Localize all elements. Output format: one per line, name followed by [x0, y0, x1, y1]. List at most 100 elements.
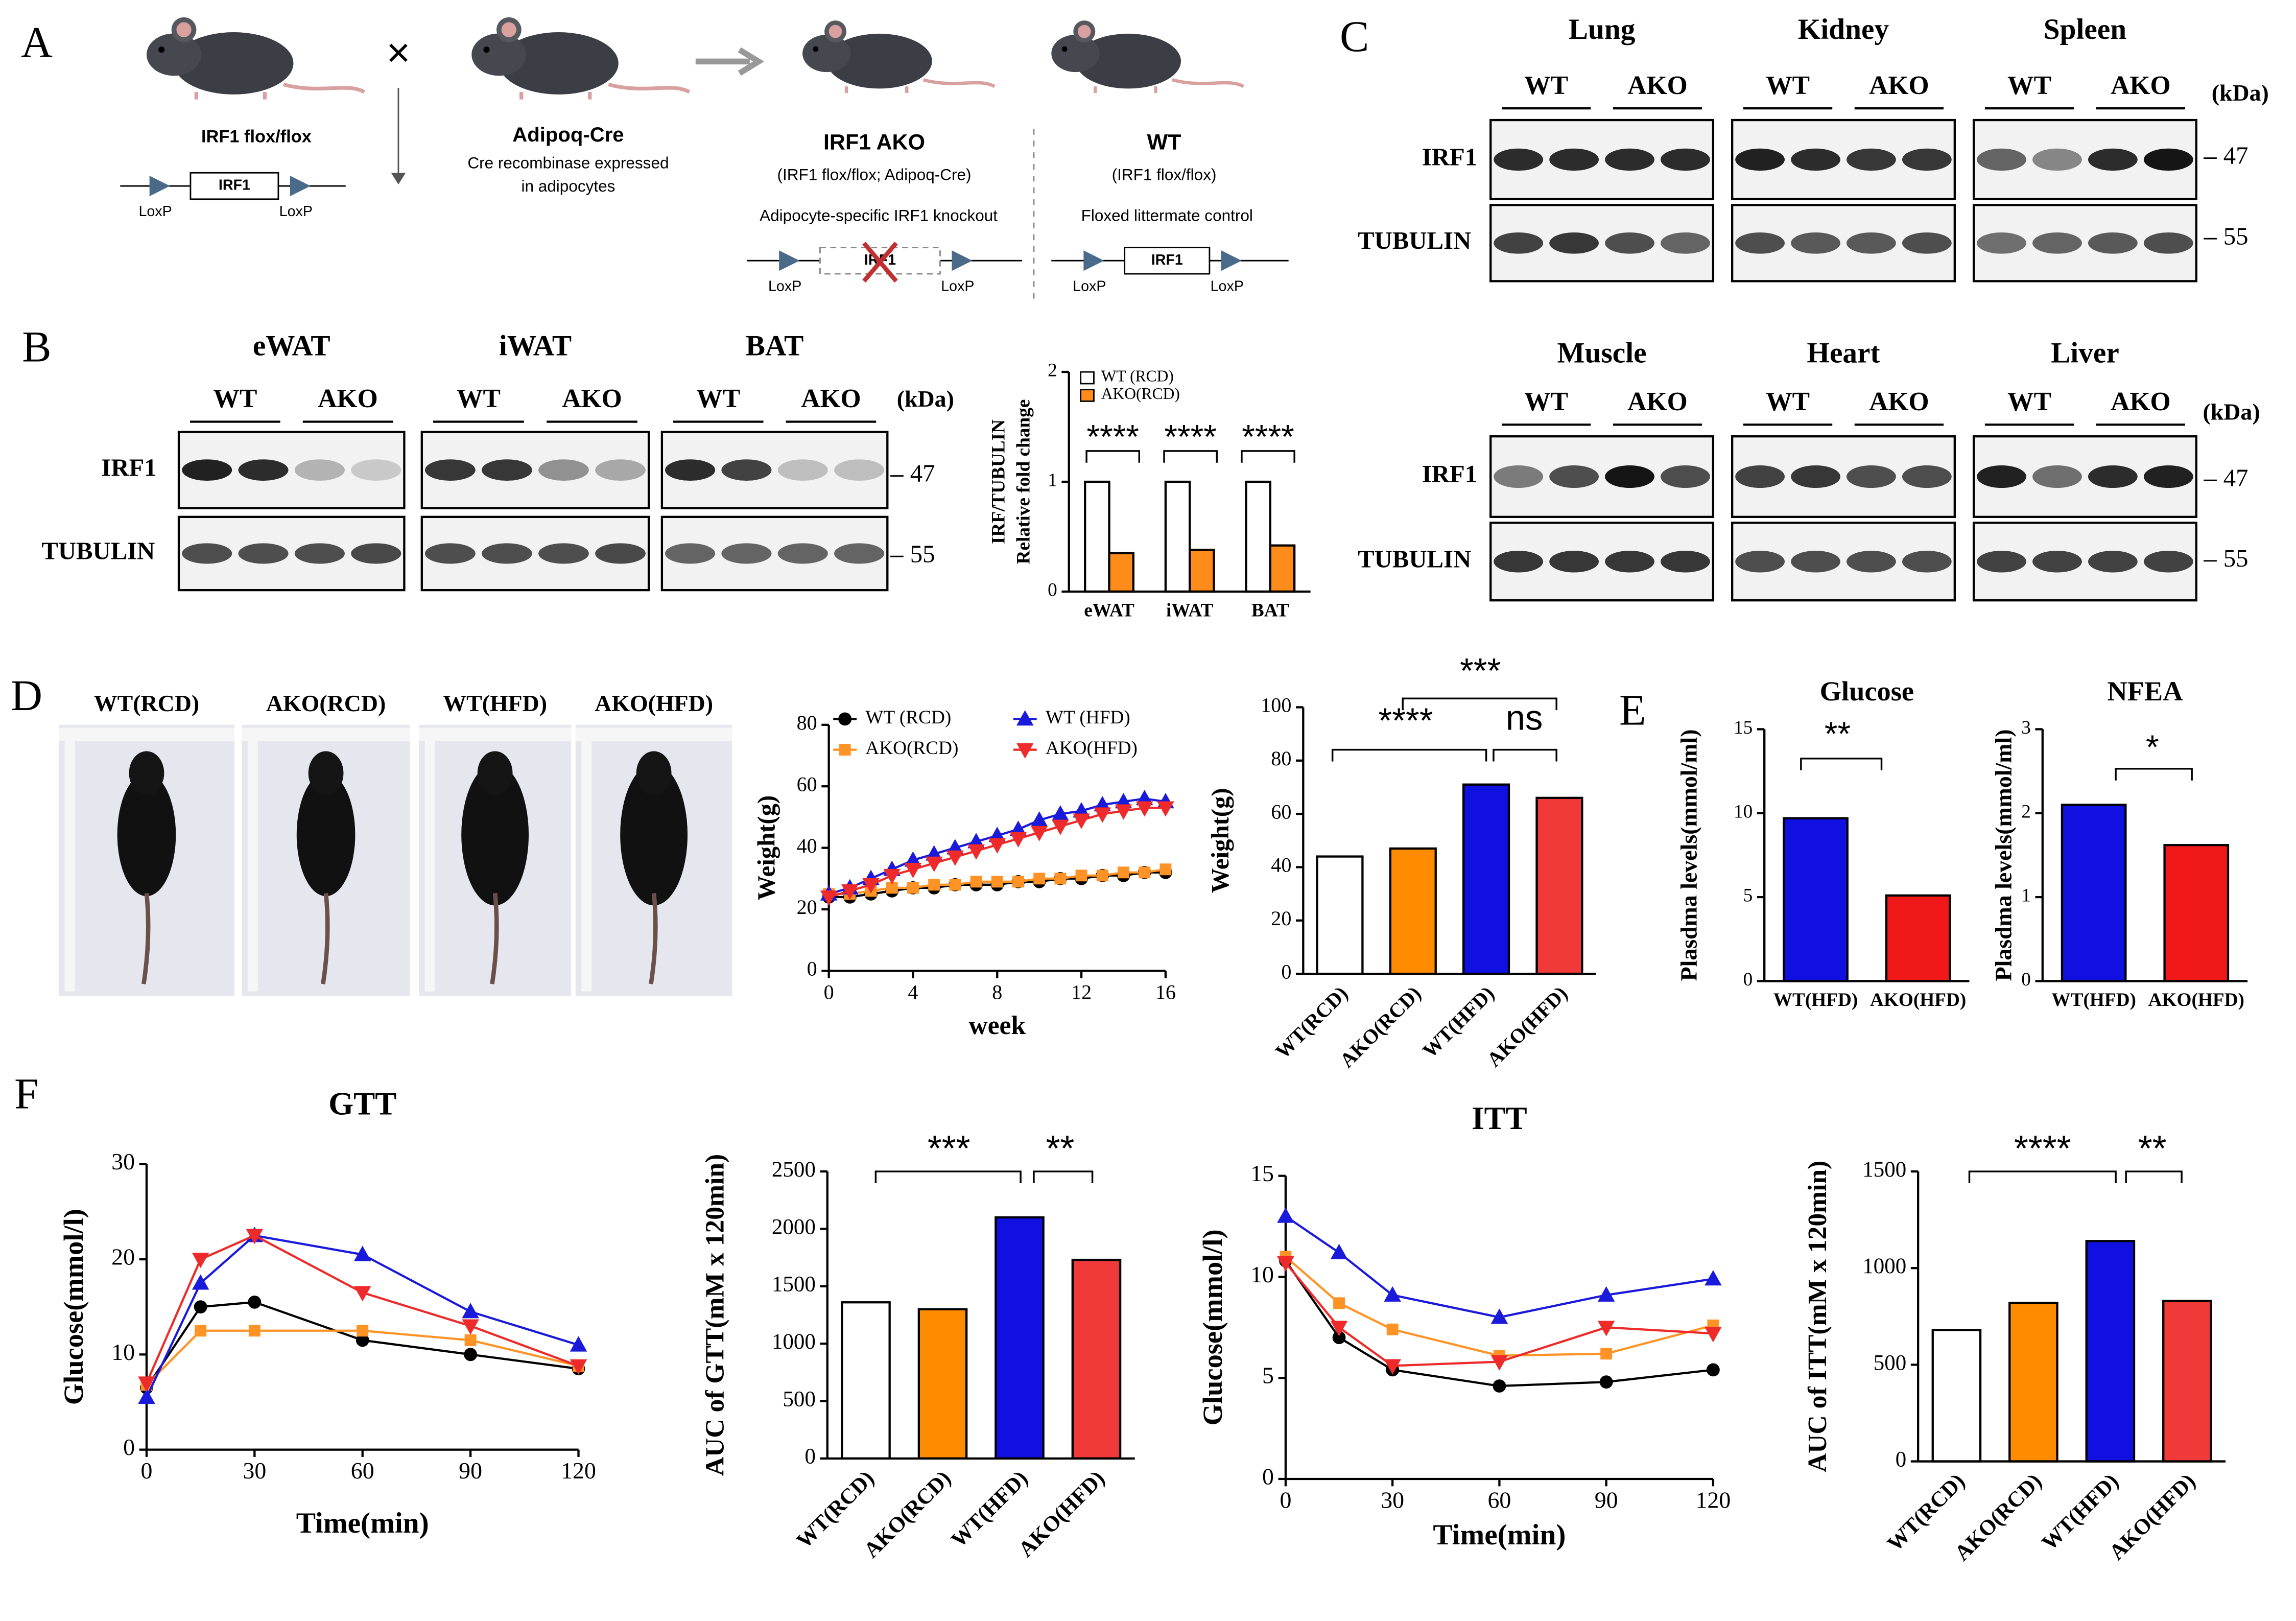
data-point — [988, 838, 1006, 854]
photo-ruler — [581, 727, 592, 992]
x-tick-label: BAT — [1251, 600, 1289, 621]
blot-band — [351, 543, 401, 564]
blot-band — [1605, 232, 1654, 254]
loxp-arrow — [1221, 250, 1242, 271]
bar — [1071, 1258, 1122, 1460]
y-tick-label: 100 — [1261, 694, 1291, 717]
blot-band — [2032, 465, 2082, 488]
y-tick-label: 1500 — [772, 1273, 816, 1297]
data-point — [462, 1303, 479, 1319]
x-tick-label: eWAT — [1084, 600, 1134, 621]
significance-bracket — [1402, 697, 1557, 711]
group-label: AKO — [1869, 71, 1929, 100]
group-label: WT — [457, 384, 501, 413]
legend-swatch — [1080, 389, 1095, 402]
blot-band — [2143, 550, 2193, 573]
mouse-photo-head — [636, 751, 672, 795]
blot-band — [1791, 550, 1840, 573]
tissue-label: Spleen — [2044, 13, 2126, 45]
significance-label: **** — [1378, 701, 1433, 740]
strain-name: Adipoq-Cre — [512, 123, 624, 146]
data-point — [904, 862, 922, 879]
marker-label: 47 — [2223, 142, 2248, 170]
x-tick-label: 0 — [140, 1458, 152, 1484]
blot-band — [351, 459, 401, 481]
mouse-ear-inner — [1077, 25, 1091, 38]
x-tick-label: 60 — [351, 1458, 374, 1484]
group-label: AKO — [1627, 71, 1688, 100]
data-point — [1009, 832, 1027, 848]
mouse-icon — [471, 17, 691, 100]
panel-label: A — [21, 17, 53, 66]
blot-band — [1902, 550, 1952, 573]
data-point — [353, 1286, 371, 1302]
blot-band — [2143, 148, 2193, 171]
data-point — [1277, 1256, 1294, 1272]
series-line — [146, 1234, 579, 1398]
mouse-photo-body — [117, 773, 176, 897]
data-point — [907, 882, 919, 894]
mouse-photo-tail — [490, 893, 499, 984]
arrow-head — [391, 173, 406, 185]
legend-marker — [1016, 743, 1034, 759]
blot-band — [2088, 232, 2138, 254]
legend-marker — [839, 744, 851, 756]
legend-label: WT (RCD) — [865, 707, 951, 728]
blot-band — [1902, 232, 1952, 254]
blot-band — [721, 543, 772, 564]
x-tick-label: WT(HFD) — [1773, 990, 1858, 1011]
mouse-photo-body — [296, 773, 356, 897]
blot-band — [1977, 232, 2026, 254]
strain-genotype: (IRF1 flox/flox; Adipoq-Cre) — [777, 165, 971, 183]
blot-band — [1735, 550, 1785, 573]
y-axis-label: Plasdma levels(mmol/ml) — [1675, 729, 1701, 981]
x-tick-label: 30 — [243, 1458, 266, 1484]
significance-bracket — [1968, 1170, 2117, 1183]
blot-band — [424, 543, 476, 564]
data-point — [1493, 1379, 1506, 1393]
blot-band — [238, 459, 289, 481]
strain-name: IRF1 AKO — [823, 130, 925, 154]
y-axis-label: Glucose(mmol/l) — [1197, 1229, 1228, 1425]
data-point — [820, 890, 838, 906]
group-label: WT — [1766, 71, 1810, 100]
blot-band — [1661, 148, 1710, 171]
panel-label: B — [22, 322, 51, 371]
y-tick-label: 1000 — [1862, 1254, 1906, 1278]
data-point — [464, 1334, 477, 1346]
data-point — [1094, 807, 1111, 823]
significance-label: ns — [1506, 698, 1543, 737]
blot-band — [1977, 148, 2026, 171]
significance-label: *** — [1460, 651, 1501, 691]
group-label: AKO — [801, 384, 861, 413]
chart-title: GTT — [328, 1086, 396, 1121]
row-label: IRF1 — [1422, 460, 1477, 488]
panel-label: C — [1340, 12, 1369, 61]
data-point — [246, 1229, 264, 1244]
tissue-label: Liver — [2051, 337, 2119, 369]
mouse-tail — [283, 82, 366, 94]
data-point — [248, 1325, 261, 1337]
cross-symbol: × — [387, 30, 411, 76]
loxp-label: LoxP — [768, 278, 801, 294]
y-tick-label: 0 — [1281, 960, 1291, 983]
data-point — [1118, 866, 1129, 879]
mouse-ear-inner — [501, 22, 516, 37]
tissue-label: eWAT — [253, 330, 330, 362]
deletion-cross — [862, 242, 898, 283]
blot-band — [538, 459, 589, 481]
data-point — [949, 879, 961, 891]
mouse-eye — [1061, 46, 1068, 52]
y-tick-label: 10 — [1734, 801, 1753, 822]
legend-swatch — [1080, 371, 1095, 385]
blot-band — [2088, 550, 2138, 573]
y-tick-label: 2 — [1048, 360, 1057, 381]
blot-band — [2032, 232, 2082, 254]
tissue-label: Muscle — [1557, 337, 1647, 369]
blot-band — [1977, 465, 2026, 488]
strain-genotype: (IRF1 flox/flox) — [1112, 165, 1217, 183]
bar — [1164, 480, 1191, 593]
data-point — [1600, 1348, 1613, 1360]
data-point — [862, 878, 880, 894]
y-tick-label: 80 — [1271, 747, 1291, 770]
